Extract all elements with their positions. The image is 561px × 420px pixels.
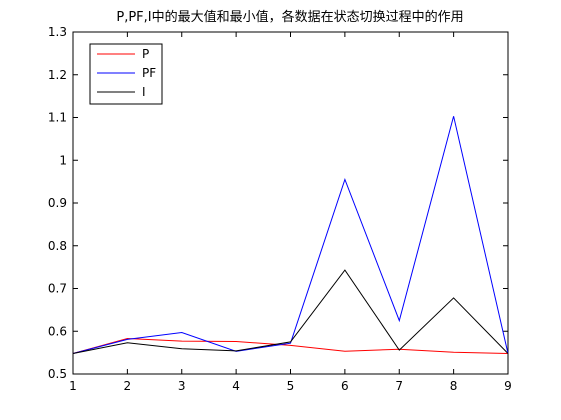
- legend-label-pf: PF: [142, 66, 156, 80]
- series-line-p: [72, 337, 509, 354]
- x-tick-label: 5: [287, 379, 295, 393]
- x-tick-label: 8: [450, 379, 458, 393]
- y-tick-label: 1: [59, 153, 67, 167]
- y-tick-label: 0.8: [48, 239, 67, 253]
- y-tick-label: 1.2: [48, 68, 67, 82]
- x-tick-label: 9: [504, 379, 512, 393]
- y-tick-label: 0.7: [48, 282, 67, 296]
- chart-title: P,PF,I中的最大值和最小值，各数据在状态切换过程中的作用: [116, 9, 463, 25]
- x-tick-label: 7: [395, 379, 403, 393]
- series-line-pf: [72, 116, 509, 354]
- y-tick-label: 1.1: [48, 111, 67, 125]
- plot-area: 1 2 3 4 5 6 7 8 9 0.5 0.6 0.7 0.8 0.9 1 1.1 1.2 1.3 P PF I: [48, 25, 512, 393]
- y-tick-label: 0.5: [48, 367, 67, 381]
- x-tick-label: 4: [232, 379, 240, 393]
- y-tick-label: 0.9: [48, 196, 67, 210]
- series-line-i: [72, 269, 509, 354]
- y-tick-label: 0.6: [48, 324, 67, 338]
- x-tick-label: 1: [69, 379, 77, 393]
- x-tick-label: 3: [178, 379, 186, 393]
- x-tick-label: 2: [124, 379, 132, 393]
- legend-label-i: I: [142, 85, 146, 99]
- legend-label-p: P: [142, 47, 149, 61]
- x-tick-label: 6: [341, 379, 349, 393]
- y-tick-label: 1.3: [48, 25, 67, 39]
